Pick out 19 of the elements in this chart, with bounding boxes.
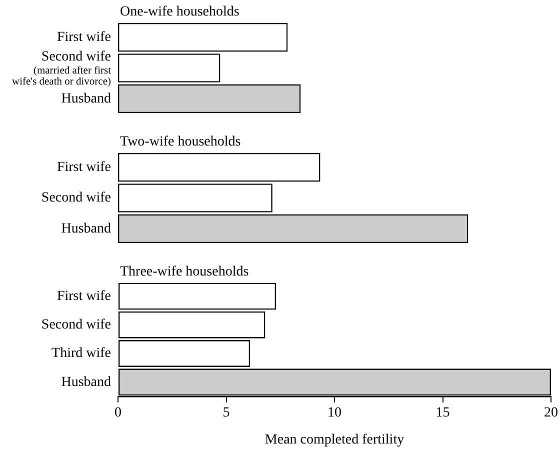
y-tick-label: Third wife <box>52 346 111 362</box>
x-tick-label: 5 <box>222 405 230 420</box>
x-axis-title: Mean completed fertility <box>264 432 404 448</box>
y-tick-label: Husband <box>61 91 111 106</box>
x-tick-label: 15 <box>436 405 450 420</box>
chart-title: Two-wife households <box>120 134 241 150</box>
y-tick-label: Second wife <box>41 190 111 206</box>
x-tick-label: 20 <box>544 405 558 420</box>
y-tick-label: First wife <box>56 288 111 304</box>
y-tick-label: Second wife <box>41 318 111 333</box>
y-tick-label: Husband <box>61 374 111 390</box>
chart-title: Three-wife households <box>120 264 249 280</box>
x-tick-label: 10 <box>328 405 342 420</box>
y-tick-label: Husband <box>61 221 111 236</box>
chart-title: One-wife households <box>120 4 240 20</box>
x-tick-label: 0 <box>114 405 122 420</box>
y-tick-label: First wife <box>56 30 111 46</box>
y-tick-label: First wife <box>56 160 111 176</box>
y-tick-label: Second wife (married after first wife's death or divorce) <box>12 50 112 88</box>
